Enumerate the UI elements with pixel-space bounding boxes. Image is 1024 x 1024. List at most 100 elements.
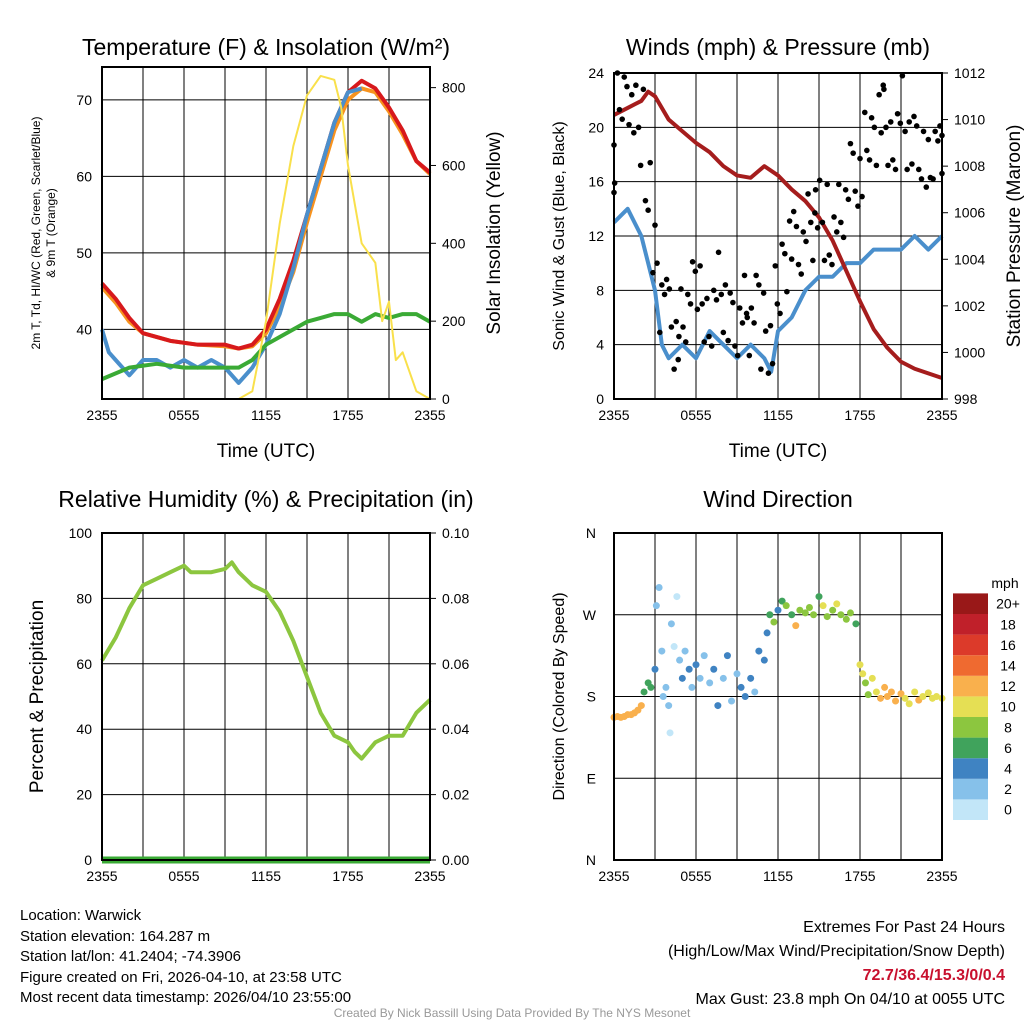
gust-point [697,263,703,269]
plot-frame [613,72,943,400]
y2-tick-label: 800 [442,80,466,96]
direction-point [733,670,741,678]
gust-point [871,124,878,131]
x-tick-label: 1155 [763,407,793,423]
gust-point [734,352,741,359]
gust-point [918,176,925,182]
gust-point [748,305,755,311]
latlon-text: Station lat/lon: 41.2404; -74.3906 [20,948,242,965]
legend-label: 16 [1000,637,1016,653]
direction-point [837,611,845,619]
gust-point [678,286,684,292]
y2-tick-label: 0.04 [442,721,469,737]
gust-point [864,147,870,154]
gust-point [774,301,781,307]
legend-swatch [953,655,988,676]
gust-point [845,196,852,203]
direction-point [719,674,727,682]
gust-point [779,241,785,247]
x-tick-label: 0555 [168,868,199,884]
direction-point [651,665,659,673]
gust-point [652,222,658,228]
y-tick-label: 40 [76,721,92,737]
gust-point [821,257,828,264]
gust-point [631,129,637,136]
legend-label: 12 [1000,678,1016,694]
plot-frame [101,66,431,400]
y-tick-label: 60 [76,656,92,672]
gust-point [805,191,811,197]
gust-point [640,86,647,93]
timestamp-text: Most recent data timestamp: 2026/04/10 2… [20,989,352,1006]
panel-2: Relative Humidity (%) & Precipitation (i… [27,486,474,884]
gust-point [753,272,759,279]
x-tick-label: 1755 [332,868,363,884]
gust-point [838,219,844,226]
gust-point [718,291,725,298]
gust-point [692,268,699,275]
legend-swatch [953,675,988,697]
gust-point [899,72,906,79]
gust-point [769,360,776,367]
direction-point [782,602,790,610]
gust-point [855,203,861,209]
gust-point [616,106,623,113]
direction-point [897,690,905,698]
legend-label: 8 [1004,719,1012,735]
gust-point [816,177,823,184]
x-axis-label: Time (UTC) [729,441,828,462]
gust-point [840,234,847,241]
gust-point [873,162,880,169]
y-axis-label: Sonic Wind & Gust (Blue, Black) [551,121,568,350]
direction-point [792,622,800,630]
gust-point [673,318,679,325]
legend-swatch [953,593,988,614]
pressure-line [613,89,943,380]
gust-point [633,82,639,89]
x-tick-label: 2355 [926,868,957,884]
gust-point [765,370,772,376]
gust-point [876,91,882,98]
y2-tick-label: 1012 [954,65,985,81]
station-info: Location: Warwick Station elevation: 164… [20,906,351,1009]
legend-label: 14 [1000,658,1016,674]
td-line [101,312,431,381]
y-tick-label: 60 [76,168,92,184]
direction-point [877,694,884,702]
direction-point [678,674,686,682]
direction-point [670,643,678,651]
gust-point [831,214,837,220]
direction-point [662,683,670,691]
legend-swatch [953,778,988,800]
gust-point [710,287,717,294]
gust-point [621,74,628,80]
direction-point [696,674,704,682]
x-tick-label: 2355 [926,407,957,423]
gust-point [935,138,941,144]
direction-point [710,665,718,673]
extremes-values: 72.7/36.4/15.3/0/0.4 [862,967,1005,984]
gust-point [689,259,696,265]
y2-tick-label: 1008 [954,158,985,174]
y-axis-label: Direction (Colored By Speed) [551,592,568,800]
legend-label: 0 [1004,802,1012,818]
legend-swatch [953,634,988,656]
y-tick-label: 40 [76,321,92,337]
gust-point [760,290,767,296]
hi-wc-line [100,86,363,385]
x-axis-label: Time (UTC) [217,441,316,462]
direction-point [905,700,913,708]
direction-point [833,600,841,608]
direction-point [681,647,689,655]
direction-point [933,693,941,700]
x-tick-label: 1755 [844,868,875,884]
gust-point [847,140,854,147]
gust-point [758,366,764,372]
gust-point [637,162,644,169]
direction-point [659,693,667,700]
x-tick-label: 0555 [168,407,199,423]
y2-tick-label: 0.10 [442,525,469,541]
direction-point [700,652,708,660]
